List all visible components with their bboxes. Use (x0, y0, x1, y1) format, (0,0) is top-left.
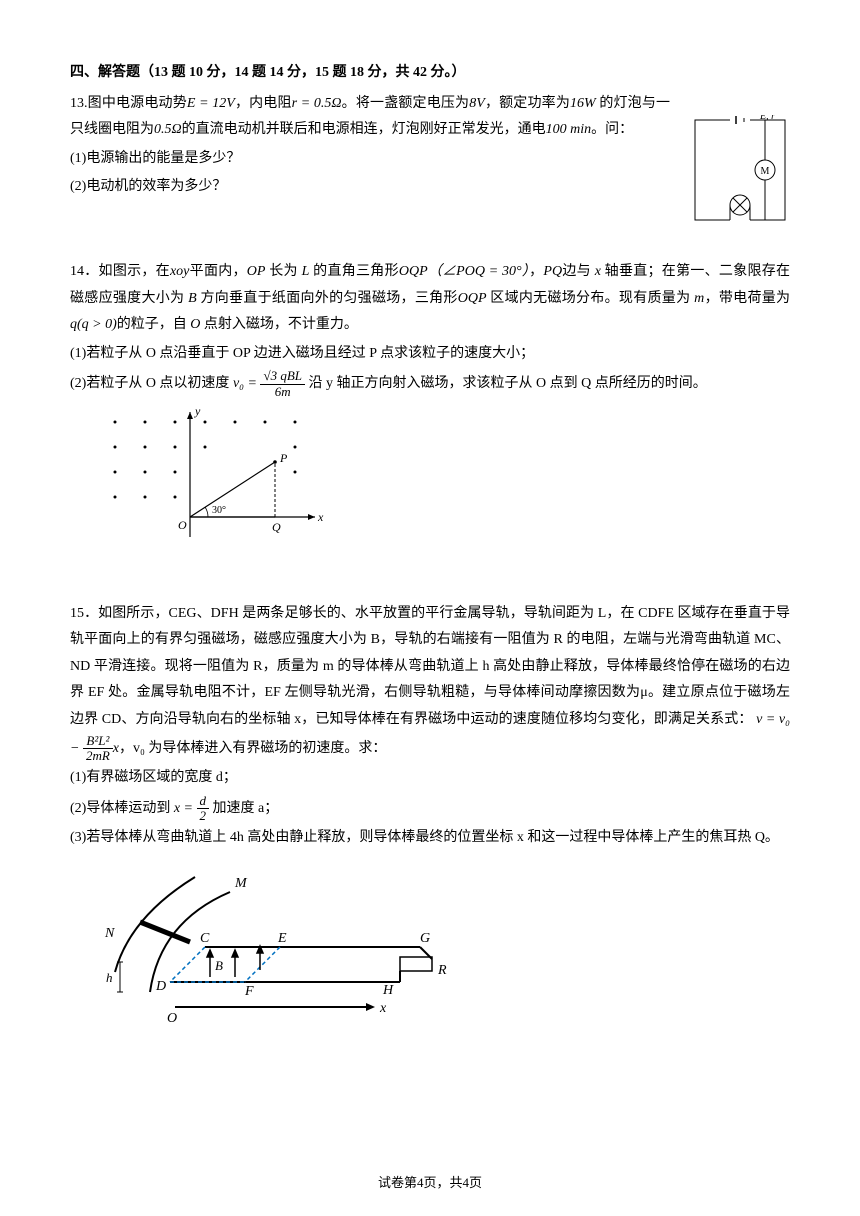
page-footer: 试卷第4页，共4页 (0, 1171, 860, 1196)
q15-formula-num: B²L² (83, 734, 113, 749)
q15-formula-den: 2mR (83, 749, 113, 763)
q14-diagram: 30° y x O P Q (100, 407, 790, 568)
q14-plane: xoy (170, 264, 189, 279)
q13-intro-b: ，内电阻 (235, 96, 292, 111)
q13-emf: E = 12V (187, 96, 235, 111)
q15-label-R: R (437, 963, 447, 978)
q14-oqp: OQP (458, 291, 487, 306)
q13-intro-a: 13.图中电源电动势 (70, 96, 187, 111)
q13-intro-d: ，额定功率为 (485, 96, 570, 111)
q14-b: 平面内， (189, 264, 246, 279)
q14-B: B (188, 291, 197, 306)
q14-op: OP (247, 264, 266, 279)
q15-intro-text: 15．如图所示，CEG、DFH 是两条足够长的、水平放置的平行金属导轨，导轨间距… (70, 606, 790, 727)
q14-e: ， (529, 264, 543, 279)
q14-pq: PQ (543, 264, 562, 279)
q13-intro-f: 的直流电动机并联后和电源相连，灯泡刚好正常发光，通电 (182, 122, 546, 137)
problem-15: 15．如图所示，CEG、DFH 是两条足够长的、水平放置的平行金属导轨，导轨间距… (70, 601, 790, 1043)
q13-coil-r: 0.5Ω (154, 122, 182, 137)
q13-time: 100 min (546, 122, 592, 137)
q13-r: r = 0.5Ω (292, 96, 342, 111)
q14-sub2: (2)若粒子从 O 点以初速度 v₀ = √3 qBL6m 沿 y 轴正方向射入… (70, 369, 790, 399)
q14-sub2-a: (2)若粒子从 O 点以初速度 (70, 376, 229, 391)
q15-diagram: M N C D E F G H R B h O x (100, 862, 790, 1043)
q14-label-Q: Q (272, 520, 281, 534)
q14-l: 点射入磁场，不计重力。 (200, 317, 358, 332)
q13-intro-c: 。将一盏额定电压为 (342, 96, 470, 111)
q13-v: 8V (469, 96, 485, 111)
q14-sub1: (1)若粒子从 O 点沿垂直于 OP 边进入磁场且经过 P 点求该粒子的速度大小… (70, 341, 790, 368)
q15-label-C: C (200, 931, 210, 946)
q15-label-x: x (379, 1001, 387, 1016)
q15-sub2-den: 2 (197, 809, 210, 823)
q15-sub2-prefix: x = (174, 801, 197, 816)
q13-circuit-diagram: E, r M (690, 115, 790, 236)
q15-label-N: N (104, 926, 115, 941)
q15-label-h: h (106, 970, 113, 985)
q14-d: 的直角三角形 (309, 264, 398, 279)
q15-label-D: D (155, 979, 166, 994)
q13-intro-g: 。问： (591, 122, 633, 137)
q13-circuit-label: E, r (759, 115, 775, 122)
q15-intro: 15．如图所示，CEG、DFH 是两条足够长的、水平放置的平行金属导轨，导轨间距… (70, 601, 790, 764)
q15-label-G: G (420, 931, 430, 946)
problem-14: 14．如图示，在xoy平面内，OP 长为 L 的直角三角形OQP（∠POQ = … (70, 259, 790, 583)
q15-sub1: (1)有界磁场区域的宽度 d； (70, 765, 790, 792)
q15-sub2-b: 加速度 a； (213, 801, 279, 816)
q14-k: 的粒子，自 (117, 317, 191, 332)
q14-h: 方向垂直于纸面向外的匀强磁场，三角形 (197, 291, 458, 306)
q15-label-B: B (215, 958, 223, 973)
q14-axis-y: y (194, 407, 201, 418)
q14-c: 长为 (265, 264, 301, 279)
q14-j: ，带电荷量为 (704, 291, 790, 306)
q15-sub2-a: (2)导体棒运动到 (70, 801, 170, 816)
q13-sub2: (2)电动机的效率为多少？ (70, 174, 790, 201)
q15-sub2-num: d (197, 794, 210, 809)
q14-a: 14．如图示，在 (70, 264, 170, 279)
q13-p: 16W (570, 96, 596, 111)
q14-i: 区域内无磁场分布。现有质量为 (487, 291, 695, 306)
q14-q: q(q > 0) (70, 317, 117, 332)
q14-label-P: P (279, 451, 288, 465)
q15-intro-end: ，v₀ 为导体棒进入有界磁场的初速度。求： (119, 741, 386, 756)
q14-axis-x: x (317, 510, 324, 524)
q14-tri: OQP（∠POQ = 30°） (399, 264, 529, 279)
q14-f: 边与 (562, 264, 595, 279)
q15-label-F: F (244, 984, 254, 999)
q13-sub1: (1)电源输出的能量是多少？ (70, 146, 790, 173)
q14-angle: 30° (212, 505, 226, 516)
q15-label-M: M (234, 876, 248, 891)
svg-text:M: M (761, 166, 770, 177)
q15-label-O: O (167, 1011, 177, 1026)
problem-13: 13.图中电源电动势E = 12V，内电阻r = 0.5Ω。将一盏额定电压为8V… (70, 91, 790, 241)
q15-label-E: E (277, 931, 287, 946)
q14-v0-prefix: v₀ = (233, 376, 261, 391)
q14-label-O: O (178, 518, 187, 532)
q14-sub2-b: 沿 y 轴正方向射入磁场，求该粒子从 O 点到 Q 点所经历的时间。 (309, 376, 707, 391)
q15-sub3: (3)若导体棒从弯曲轨道上 4h 高处由静止释放，则导体棒最终的位置坐标 x 和… (70, 825, 790, 852)
q14-m: m (694, 291, 704, 306)
q14-v0-den: 6m (260, 385, 305, 399)
section-title: 四、解答题（13 题 10 分，14 题 14 分，15 题 18 分，共 42… (70, 60, 790, 87)
q15-sub2: (2)导体棒运动到 x = d2 加速度 a； (70, 794, 790, 824)
q14-text: 14．如图示，在xoy平面内，OP 长为 L 的直角三角形OQP（∠POQ = … (70, 259, 790, 339)
q13-text: 13.图中电源电动势E = 12V，内电阻r = 0.5Ω。将一盏额定电压为8V… (70, 91, 790, 144)
q14-v0-num: √3 qBL (260, 369, 305, 384)
q15-label-H: H (382, 983, 394, 998)
q14-O: O (190, 317, 200, 332)
